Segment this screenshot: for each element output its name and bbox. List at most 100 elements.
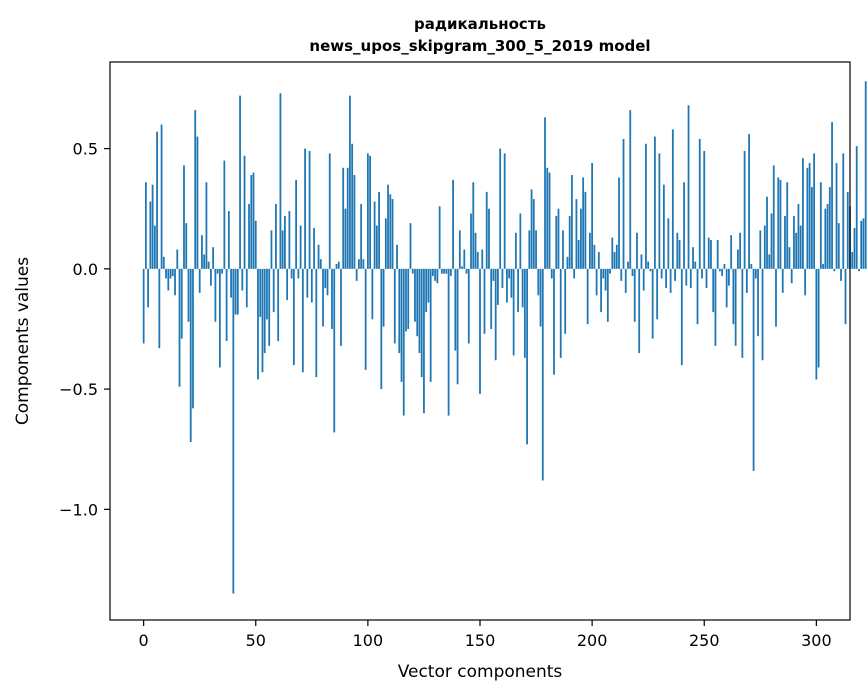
bar-115 xyxy=(400,268,403,382)
bar-65 xyxy=(288,211,291,269)
bar-92 xyxy=(349,95,351,269)
bar-313 xyxy=(844,268,847,325)
bar-59 xyxy=(275,203,277,269)
bar-27 xyxy=(203,254,206,269)
x-tick-label: 300 xyxy=(801,631,832,650)
bar-304 xyxy=(824,208,827,269)
bar-46 xyxy=(245,268,248,308)
bar-305 xyxy=(826,203,829,269)
bar-217 xyxy=(629,110,632,269)
bar-166 xyxy=(514,232,517,269)
bar-22 xyxy=(192,268,194,409)
bar-83 xyxy=(328,153,331,269)
bar-81 xyxy=(324,268,327,289)
bar-249 xyxy=(701,268,703,279)
x-axis-label: Vector components xyxy=(398,662,563,682)
bar-116 xyxy=(402,268,405,416)
bar-58 xyxy=(272,268,275,313)
bar-170 xyxy=(523,268,526,358)
bar-218 xyxy=(631,268,634,277)
bar-277 xyxy=(763,225,766,269)
bar-35 xyxy=(221,268,224,274)
bar-245 xyxy=(692,247,694,269)
bar-322 xyxy=(864,81,867,269)
bar-38 xyxy=(227,211,230,269)
bar-99 xyxy=(364,268,367,370)
bar-127 xyxy=(427,268,430,303)
bar-63 xyxy=(284,215,286,269)
bar-149 xyxy=(476,252,479,269)
bar-78 xyxy=(317,244,320,269)
bar-227 xyxy=(651,268,654,339)
bar-21 xyxy=(189,268,192,443)
bar-243 xyxy=(687,105,690,269)
bar-66 xyxy=(290,268,293,279)
bar-2 xyxy=(147,268,150,308)
bar-156 xyxy=(492,268,495,281)
bar-119 xyxy=(409,223,412,269)
bar-216 xyxy=(627,261,629,269)
bar-108 xyxy=(384,218,387,269)
bar-201 xyxy=(593,244,596,269)
bar-91 xyxy=(346,167,349,269)
bar-187 xyxy=(562,230,564,269)
bar-258 xyxy=(721,268,724,277)
bar-34 xyxy=(218,268,221,368)
x-tick-label: 100 xyxy=(353,631,384,650)
bar-93 xyxy=(351,143,354,269)
x-tick-label: 150 xyxy=(465,631,496,650)
bar-229 xyxy=(656,268,659,320)
bar-303 xyxy=(822,264,824,269)
bar-138 xyxy=(452,179,454,269)
bar-137 xyxy=(449,268,452,277)
bar-241 xyxy=(683,182,685,269)
bar-25 xyxy=(198,268,201,293)
bar-148 xyxy=(474,232,477,269)
bar-7 xyxy=(158,268,161,349)
bar-244 xyxy=(689,268,692,289)
bar-62 xyxy=(281,230,284,269)
bar-77 xyxy=(315,268,318,378)
bar-207 xyxy=(606,268,609,322)
bar-212 xyxy=(618,177,620,269)
bar-270 xyxy=(748,134,750,269)
bar-260 xyxy=(725,268,728,308)
bar-96 xyxy=(358,259,360,269)
bar-161 xyxy=(503,153,506,269)
bar-295 xyxy=(804,268,807,296)
bar-263 xyxy=(732,268,735,325)
bar-252 xyxy=(707,237,710,269)
y-tick-label: 0.5 xyxy=(73,140,98,159)
bar-26 xyxy=(201,235,203,269)
bar-264 xyxy=(734,268,737,346)
bar-39 xyxy=(230,268,232,298)
bar-50 xyxy=(254,220,257,269)
bar-286 xyxy=(784,215,786,269)
bar-206 xyxy=(604,268,607,291)
bar-298 xyxy=(810,187,813,269)
bar-280 xyxy=(770,213,773,269)
bar-278 xyxy=(766,196,768,269)
bar-40 xyxy=(232,268,235,594)
bar-186 xyxy=(559,268,562,358)
bar-266 xyxy=(739,232,742,269)
bar-190 xyxy=(568,215,571,269)
bar-281 xyxy=(772,165,775,269)
bar-12 xyxy=(169,268,172,279)
bar-33 xyxy=(216,268,219,274)
bar-292 xyxy=(797,203,800,269)
bar-9 xyxy=(162,256,165,269)
bar-145 xyxy=(467,268,470,344)
bar-89 xyxy=(342,167,345,269)
bar-224 xyxy=(645,143,647,269)
bar-309 xyxy=(835,163,838,269)
bar-110 xyxy=(389,194,392,269)
bar-64 xyxy=(286,268,289,301)
bar-70 xyxy=(299,225,302,269)
bar-238 xyxy=(676,232,679,269)
chart-title-line-1: радикальность xyxy=(414,15,546,33)
bar-265 xyxy=(736,249,739,269)
bar-203 xyxy=(597,252,600,269)
bar-192 xyxy=(573,268,576,279)
